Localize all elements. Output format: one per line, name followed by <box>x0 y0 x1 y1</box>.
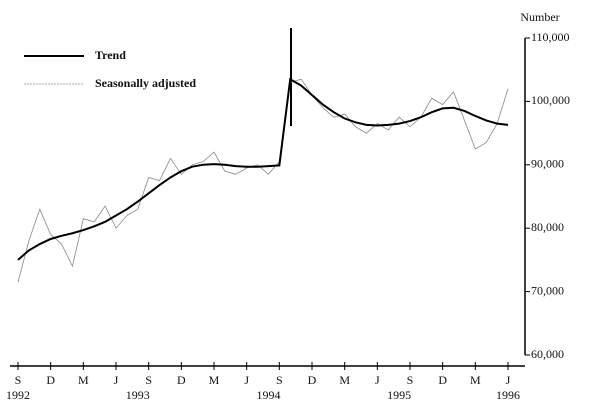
x-tick-label: M <box>470 373 481 387</box>
legend-label: Trend <box>95 48 126 62</box>
x-tick-label: D <box>308 373 317 387</box>
y-axis-label: Number <box>520 10 559 24</box>
x-tick-label: J <box>244 373 249 387</box>
x-tick-label: M <box>339 373 350 387</box>
x-year-label: 1992 <box>6 388 30 402</box>
y-tick-label: 60,000 <box>531 347 564 361</box>
y-tick-label: 90,000 <box>531 157 564 171</box>
x-tick-label: S <box>276 373 283 387</box>
y-tick-label: 70,000 <box>531 283 564 297</box>
x-year-label: 1993 <box>126 388 150 402</box>
x-tick-label: M <box>78 373 89 387</box>
x-tick-label: D <box>177 373 186 387</box>
x-tick-label: J <box>375 373 380 387</box>
x-tick-label: J <box>506 373 511 387</box>
x-tick-label: S <box>145 373 152 387</box>
x-year-label: 1996 <box>496 388 520 402</box>
x-tick-label: S <box>15 373 22 387</box>
y-tick-label: 110,000 <box>531 30 570 44</box>
y-tick-label: 80,000 <box>531 220 564 234</box>
x-year-label: 1995 <box>387 388 411 402</box>
series-line <box>17 78 509 283</box>
x-tick-label: J <box>114 373 119 387</box>
x-tick-label: M <box>209 373 220 387</box>
x-tick-label: D <box>438 373 447 387</box>
x-year-label: 1994 <box>256 388 280 402</box>
x-tick-label: S <box>407 373 414 387</box>
legend-label: Seasonally adjusted <box>95 76 196 90</box>
y-tick-label: 100,000 <box>531 93 570 107</box>
series-line <box>17 77 509 261</box>
x-tick-label: D <box>46 373 55 387</box>
